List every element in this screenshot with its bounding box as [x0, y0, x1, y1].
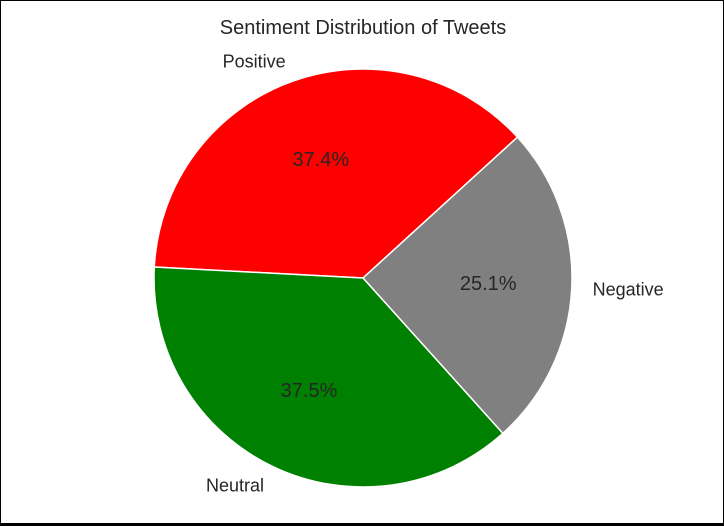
category-label-negative: Negative	[593, 279, 664, 299]
pie-slices	[153, 68, 573, 488]
category-label-positive: Positive	[223, 52, 286, 72]
pie-slice-negative	[362, 136, 573, 435]
pie-slice-positive	[153, 68, 519, 279]
pie-slice-neutral	[153, 266, 504, 488]
category-label-neutral: Neutral	[206, 476, 264, 496]
pct-label-positive: 37.4%	[292, 149, 349, 171]
pie-labels: 37.4% Positive 25.1% Negative 37.5% Neutral	[206, 52, 664, 496]
pct-label-negative: 25.1%	[460, 273, 517, 295]
pct-label-neutral: 37.5%	[281, 380, 338, 402]
chart-title: Sentiment Distribution of Tweets	[220, 17, 506, 39]
